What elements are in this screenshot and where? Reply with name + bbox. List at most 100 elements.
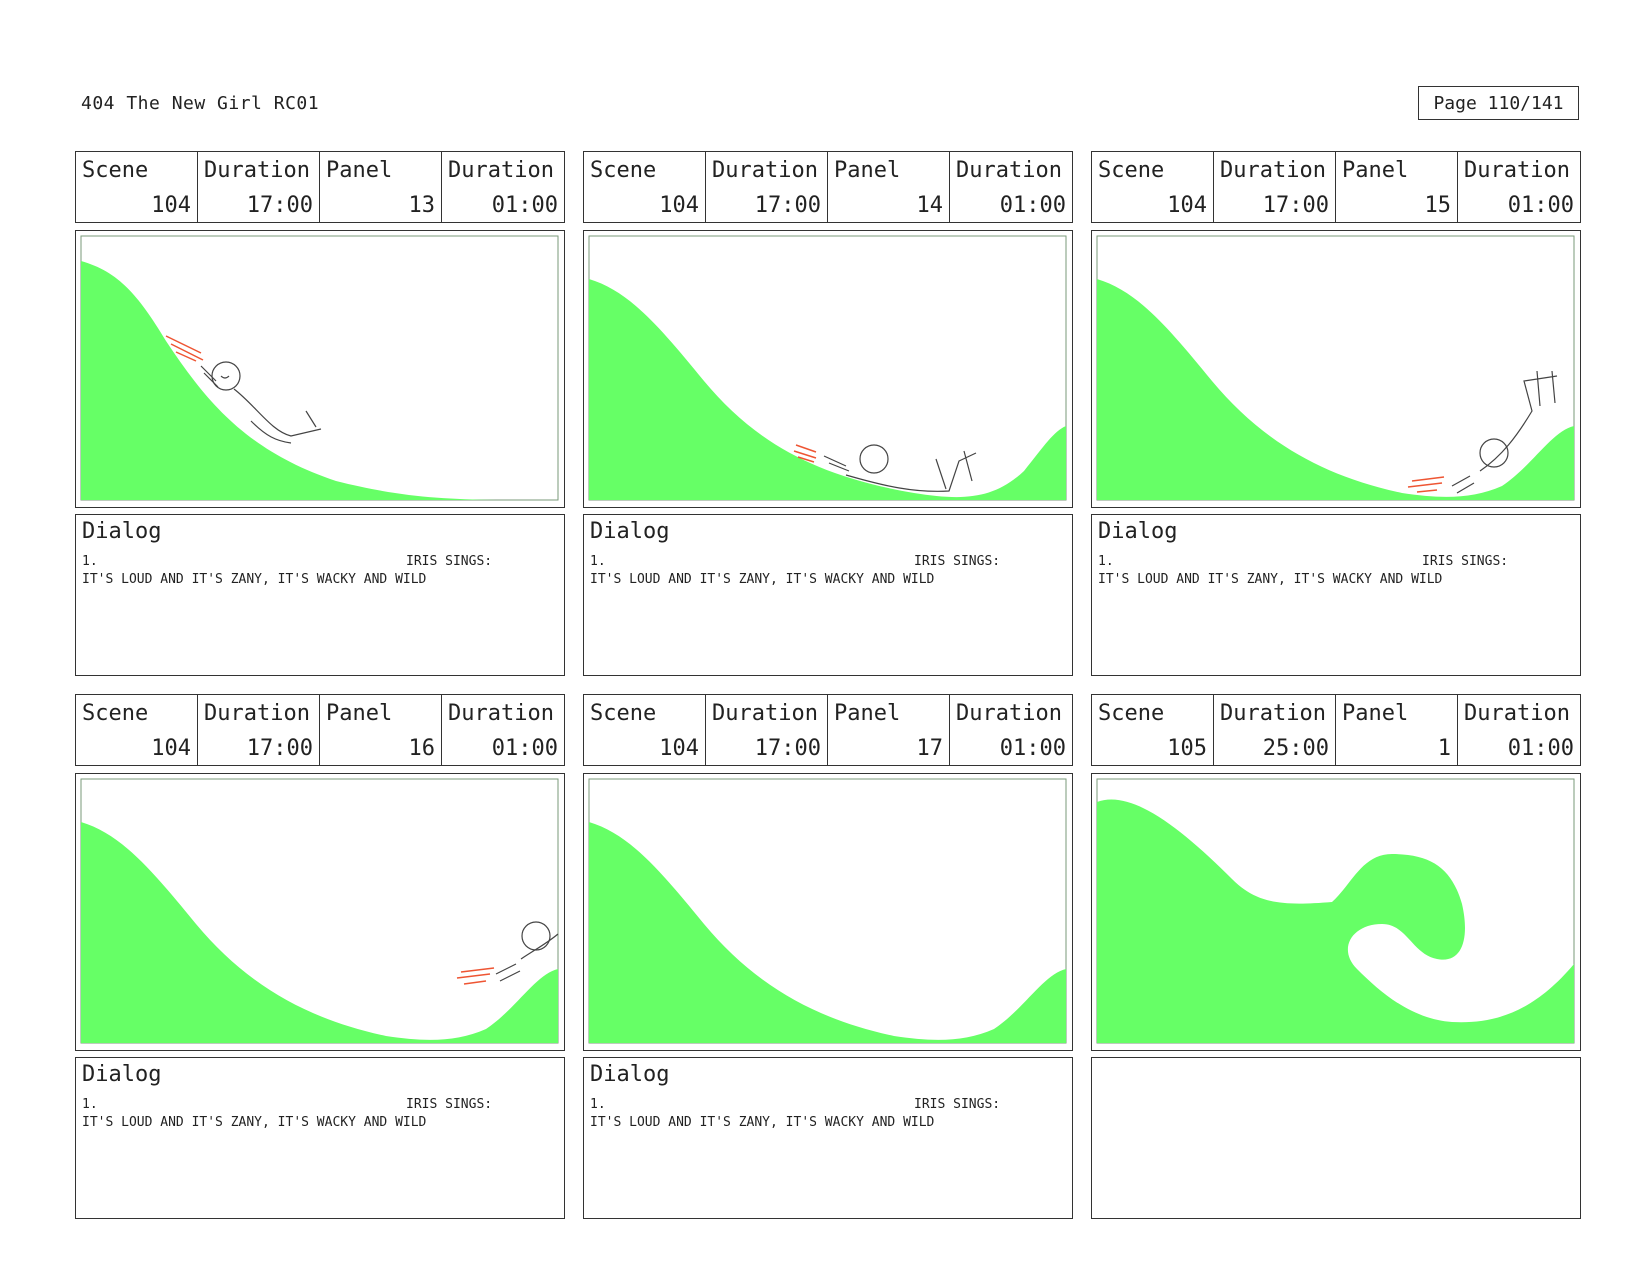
panel-duration-cell: Duration 01:00 <box>442 695 564 765</box>
scene-duration: 17:00 <box>754 736 821 761</box>
dialog-box: Dialog 1. IRIS SINGS: IT'S LOUD AND IT'S… <box>75 1057 565 1219</box>
scene-duration-cell: Duration 17:00 <box>1214 152 1336 222</box>
dialog-line: IT'S LOUD AND IT'S ZANY, IT'S WACKY AND … <box>82 1115 427 1130</box>
panel-label: Panel <box>834 701 901 726</box>
duration-label: Duration <box>956 701 1062 726</box>
panel-frame <box>75 230 565 508</box>
dialog-line: IT'S LOUD AND IT'S ZANY, IT'S WACKY AND … <box>82 572 427 587</box>
duration-label: Duration <box>712 158 818 183</box>
scene-label: Scene <box>590 158 657 183</box>
scene-duration-cell: Duration 17:00 <box>706 695 828 765</box>
dialog-box: Dialog 1. IRIS SINGS: IT'S LOUD AND IT'S… <box>75 514 565 676</box>
duration-label: Duration <box>956 158 1062 183</box>
scene-duration-cell: Duration 25:00 <box>1214 695 1336 765</box>
panel-number: 15 <box>1424 193 1452 218</box>
scene-cell: Scene 104 <box>1092 152 1214 222</box>
storyboard-panel: Scene 104 Duration 17:00 Panel 13 Durati… <box>75 151 565 676</box>
panel-info-row: Scene 104 Duration 17:00 Panel 17 Durati… <box>583 694 1073 766</box>
character-sketch <box>200 361 322 444</box>
panel-label: Panel <box>326 701 393 726</box>
dialog-line: IT'S LOUD AND IT'S ZANY, IT'S WACKY AND … <box>1098 572 1443 587</box>
scene-duration: 17:00 <box>1262 193 1329 218</box>
dialog-speaker: IRIS SINGS: <box>406 1097 493 1112</box>
panel-number: 14 <box>916 193 944 218</box>
panel-duration: 01:00 <box>1507 193 1574 218</box>
panel-info-row: Scene 104 Duration 17:00 Panel 14 Durati… <box>583 151 1073 223</box>
dialog-box: Dialog 1. IRIS SINGS: IT'S LOUD AND IT'S… <box>583 514 1073 676</box>
panel-number: 13 <box>408 193 436 218</box>
panel-duration: 01:00 <box>999 193 1066 218</box>
panel-duration-cell: Duration 01:00 <box>442 152 564 222</box>
green-hill <box>81 261 496 500</box>
panel-number: 17 <box>916 736 944 761</box>
green-hill <box>589 279 1066 500</box>
scene-number: 105 <box>1167 736 1207 761</box>
dialog-line: IT'S LOUD AND IT'S ZANY, IT'S WACKY AND … <box>590 1115 935 1130</box>
dialog-label: Dialog <box>82 519 162 544</box>
panel-info-row: Scene 104 Duration 17:00 Panel 13 Durati… <box>75 151 565 223</box>
page-number: Page 110/141 <box>1418 86 1579 120</box>
panel-info-row: Scene 104 Duration 17:00 Panel 16 Durati… <box>75 694 565 766</box>
green-hill <box>1097 279 1574 500</box>
character-sketch <box>823 444 977 492</box>
panel-cell: Panel 17 <box>828 695 950 765</box>
dialog-label: Dialog <box>590 1062 670 1087</box>
panel-info-row: Scene 104 Duration 17:00 Panel 15 Durati… <box>1091 151 1581 223</box>
scene-cell: Scene 104 <box>76 695 198 765</box>
panel-artwork <box>80 778 559 1044</box>
scene-cell: Scene 104 <box>76 152 198 222</box>
scene-number: 104 <box>151 736 191 761</box>
scene-duration-cell: Duration 17:00 <box>198 152 320 222</box>
panel-frame <box>583 230 1073 508</box>
panel-number: 16 <box>408 736 436 761</box>
scene-duration: 17:00 <box>754 193 821 218</box>
storyboard-panel: Scene 104 Duration 17:00 Panel 15 Durati… <box>1091 151 1581 676</box>
dialog-box: Dialog 1. IRIS SINGS: IT'S LOUD AND IT'S… <box>1091 514 1581 676</box>
dialog-speaker: IRIS SINGS: <box>1422 554 1509 569</box>
green-hill <box>81 822 558 1043</box>
scene-duration-cell: Duration 17:00 <box>198 695 320 765</box>
dialog-number: 1. <box>1098 554 1114 569</box>
scene-cell: Scene 104 <box>584 695 706 765</box>
storyboard-panel: Scene 104 Duration 17:00 Panel 17 Durati… <box>583 694 1073 1219</box>
dialog-label: Dialog <box>1098 519 1178 544</box>
speed-lines <box>1407 476 1445 493</box>
duration-label: Duration <box>1464 701 1570 726</box>
document-title: 404 The New Girl RC01 <box>81 93 320 114</box>
scene-label: Scene <box>590 701 657 726</box>
dialog-number: 1. <box>590 1097 606 1112</box>
dialog-number: 1. <box>82 1097 98 1112</box>
panel-cell: Panel 16 <box>320 695 442 765</box>
duration-label: Duration <box>448 158 554 183</box>
duration-label: Duration <box>712 701 818 726</box>
dialog-number: 1. <box>590 554 606 569</box>
panel-duration: 01:00 <box>1507 736 1574 761</box>
panel-duration-cell: Duration 01:00 <box>950 152 1072 222</box>
storyboard-panel: Scene 105 Duration 25:00 Panel 1 Duratio… <box>1091 694 1581 1219</box>
panel-frame <box>1091 230 1581 508</box>
green-hill <box>589 822 1066 1043</box>
panel-label: Panel <box>326 158 393 183</box>
panel-frame <box>75 773 565 1051</box>
panel-label: Panel <box>1342 701 1409 726</box>
dialog-label: Dialog <box>82 1062 162 1087</box>
dialog-box: Dialog 1. IRIS SINGS: IT'S LOUD AND IT'S… <box>583 1057 1073 1219</box>
panel-number: 1 <box>1437 736 1451 761</box>
panel-label: Panel <box>834 158 901 183</box>
panel-cell: Panel 13 <box>320 152 442 222</box>
scene-duration-cell: Duration 17:00 <box>706 152 828 222</box>
scene-cell: Scene 105 <box>1092 695 1214 765</box>
scene-label: Scene <box>82 701 149 726</box>
duration-label: Duration <box>1220 158 1326 183</box>
scene-duration: 25:00 <box>1262 736 1329 761</box>
duration-label: Duration <box>448 701 554 726</box>
character-sketch <box>1451 370 1558 494</box>
dialog-speaker: IRIS SINGS: <box>914 1097 1001 1112</box>
dialog-speaker: IRIS SINGS: <box>914 554 1001 569</box>
duration-label: Duration <box>1464 158 1570 183</box>
scene-number: 104 <box>1167 193 1207 218</box>
panel-label: Panel <box>1342 158 1409 183</box>
scene-number: 104 <box>659 193 699 218</box>
storyboard-panel: Scene 104 Duration 17:00 Panel 14 Durati… <box>583 151 1073 676</box>
panel-artwork <box>588 235 1067 501</box>
